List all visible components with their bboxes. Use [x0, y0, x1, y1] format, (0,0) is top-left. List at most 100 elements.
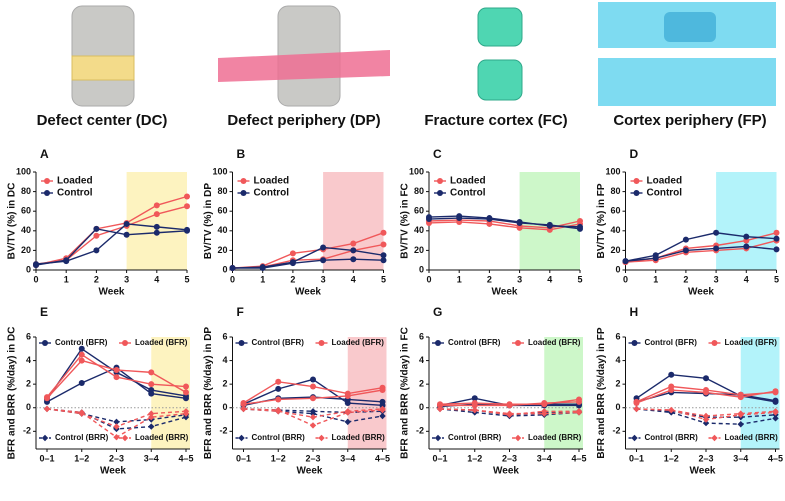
legend-marker — [631, 434, 638, 442]
data-point — [240, 405, 247, 413]
data-point — [437, 402, 443, 409]
legend-marker — [44, 178, 50, 184]
x-tick-label: 2 — [94, 274, 99, 284]
x-tick-label: 4 — [744, 274, 749, 284]
data-point — [426, 216, 432, 223]
x-tick-label: 4 — [547, 274, 552, 284]
data-point — [380, 241, 387, 248]
data-point — [633, 400, 640, 407]
series-line — [35, 195, 188, 266]
x-axis-label: Week — [492, 287, 518, 298]
x-tick-label: 4 — [351, 274, 356, 284]
x-tick-label: 0–1 — [236, 453, 251, 463]
data-point — [379, 387, 386, 394]
y-tick-label: -2 — [23, 426, 31, 436]
data-point — [668, 371, 675, 378]
image-caption: Defect center (DC) — [37, 112, 168, 129]
x-tick-label: 0 — [623, 274, 628, 284]
data-point — [737, 421, 744, 428]
image-caption: Fracture cortex (FC) — [424, 112, 567, 129]
data-point — [350, 256, 357, 263]
x-tick-label: 5 — [577, 274, 582, 284]
data-point — [78, 351, 85, 358]
data-point — [309, 413, 317, 421]
y-tick-label: 60 — [21, 206, 31, 216]
data-point — [516, 219, 523, 226]
panel-label: F — [237, 305, 244, 319]
x-tick-label: 2–3 — [305, 453, 320, 463]
data-point — [113, 423, 120, 430]
x-axis-label: Week — [688, 287, 714, 298]
y-axis-label: BFR and BRR (%/day) in FP — [596, 327, 607, 458]
legend-label: Loaded — [450, 176, 486, 187]
data-point — [471, 395, 478, 402]
y-tick-label: 20 — [414, 245, 424, 255]
data-point — [516, 224, 523, 231]
x-tick-label: 5 — [184, 274, 189, 284]
data-point — [576, 398, 582, 405]
data-point — [148, 381, 155, 388]
legend-label: Control (BFR) — [55, 338, 108, 347]
y-tick-label: 4 — [222, 355, 227, 365]
data-point — [78, 345, 85, 352]
render-dc — [71, 5, 135, 107]
x-axis-label: Week — [297, 466, 323, 477]
legend-label: Loaded (BFR) — [135, 338, 188, 347]
data-point — [486, 220, 493, 227]
legend-marker — [44, 190, 50, 196]
data-point — [471, 402, 478, 409]
data-point — [113, 418, 120, 426]
data-point — [33, 262, 39, 269]
data-point — [633, 405, 640, 413]
data-point — [182, 408, 190, 415]
x-axis-label: Week — [295, 287, 321, 298]
x-axis-label: Week — [690, 466, 716, 477]
x-tick-label: 5 — [774, 274, 779, 284]
data-point — [702, 412, 710, 420]
data-point — [772, 397, 779, 404]
panel-label: H — [630, 305, 639, 319]
legend-label: Control (BFR) — [448, 338, 501, 347]
data-point — [379, 412, 386, 420]
legend-marker — [633, 190, 640, 196]
y-tick-label: 80 — [217, 186, 227, 196]
series-line — [625, 232, 777, 262]
highlight-region — [323, 172, 384, 270]
y-tick-label: 60 — [217, 206, 227, 216]
x-axis-label: Week — [100, 466, 126, 477]
x-tick-label: 2–3 — [698, 453, 713, 463]
data-point — [379, 398, 386, 405]
y-tick-label: 2 — [222, 379, 227, 389]
data-point — [577, 225, 583, 232]
legend-marker — [240, 178, 247, 184]
x-tick-label: 1–2 — [467, 453, 482, 463]
series-line — [428, 221, 581, 231]
x-tick-label: 3–4 — [537, 453, 552, 463]
data-point — [773, 246, 780, 253]
data-point — [310, 395, 316, 402]
data-point — [703, 389, 709, 396]
data-point — [772, 408, 779, 415]
x-tick-label: 4–5 — [375, 453, 390, 463]
y-tick-label: 4 — [615, 355, 620, 365]
data-point — [471, 406, 478, 414]
data-point — [344, 408, 351, 415]
y-tick-label: 6 — [222, 331, 227, 341]
x-tick-label: 3 — [714, 274, 719, 284]
y-tick-label: 0 — [615, 402, 620, 412]
data-point — [78, 410, 85, 417]
x-tick-label: 1 — [653, 274, 658, 284]
x-tick-label: 1–2 — [74, 453, 89, 463]
data-point — [275, 378, 282, 385]
data-point — [184, 203, 190, 210]
data-point — [772, 415, 779, 422]
data-point — [737, 394, 744, 401]
y-tick-label: 20 — [610, 245, 620, 255]
legend-label: Control (BFR) — [252, 338, 305, 347]
legend-label: Loaded (BFR) — [528, 338, 581, 347]
y-tick-label: 0 — [419, 402, 424, 412]
data-point — [546, 221, 553, 228]
render-fp — [598, 2, 776, 106]
y-tick-label: 100 — [16, 166, 31, 176]
y-tick-label: 4 — [26, 355, 31, 365]
